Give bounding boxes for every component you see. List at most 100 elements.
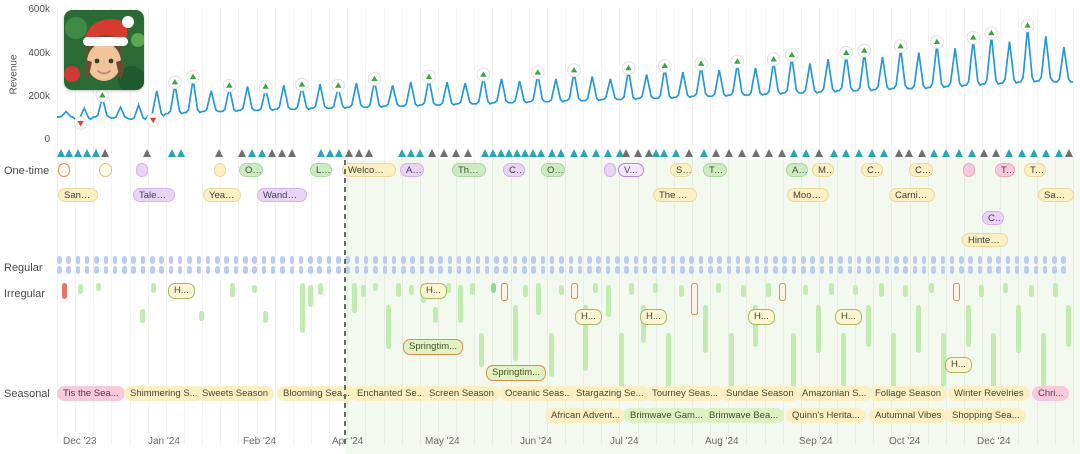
event-marker-icon[interactable] xyxy=(992,149,1000,157)
one-time-event-pill[interactable]: The ... xyxy=(452,163,486,177)
event-marker-icon[interactable] xyxy=(815,149,823,157)
event-marker-icon[interactable] xyxy=(398,149,406,157)
one-time-event-pill[interactable] xyxy=(214,163,226,177)
event-marker-icon[interactable] xyxy=(497,149,505,157)
irregular-event-bar[interactable] xyxy=(916,305,921,353)
event-marker-icon[interactable] xyxy=(1055,149,1063,157)
irregular-event-bar[interactable] xyxy=(78,284,83,294)
irregular-event-bar[interactable] xyxy=(903,285,908,297)
irregular-event-bar[interactable] xyxy=(62,283,67,299)
event-marker-icon[interactable] xyxy=(660,149,668,157)
irregular-event-bar[interactable] xyxy=(629,283,634,295)
event-marker-icon[interactable] xyxy=(672,149,680,157)
one-time-event-pill[interactable]: Year ... xyxy=(203,188,241,202)
irregular-event-bar[interactable] xyxy=(1041,333,1046,397)
event-marker-icon[interactable] xyxy=(725,149,733,157)
event-marker-icon[interactable] xyxy=(580,149,588,157)
irregular-event-badge[interactable]: H... xyxy=(575,309,602,325)
one-time-event-pill[interactable]: C... xyxy=(982,211,1004,225)
seasonal-event-badge[interactable]: Shopping Sea... xyxy=(946,408,1026,423)
event-marker-icon[interactable] xyxy=(855,149,863,157)
one-time-event-pill[interactable]: Santa... xyxy=(58,188,98,202)
seasonal-event-badge[interactable]: Sundae Season xyxy=(720,386,800,401)
irregular-event-bar[interactable] xyxy=(703,305,708,353)
irregular-event-bar[interactable] xyxy=(361,285,366,297)
irregular-event-bar[interactable] xyxy=(606,285,611,317)
irregular-event-bar[interactable] xyxy=(619,333,624,389)
irregular-event-bar[interactable] xyxy=(729,333,734,391)
event-marker-icon[interactable] xyxy=(802,149,810,157)
event-marker-icon[interactable] xyxy=(248,149,256,157)
irregular-event-bar[interactable] xyxy=(1003,283,1008,293)
event-marker-icon[interactable] xyxy=(101,149,109,157)
one-time-event-pill[interactable]: Welcome ... xyxy=(342,163,396,177)
irregular-event-bar[interactable] xyxy=(140,309,145,323)
one-time-event-pill[interactable]: Tales... xyxy=(133,188,175,202)
irregular-event-badge[interactable]: H... xyxy=(945,357,972,373)
irregular-event-bar[interactable] xyxy=(653,283,658,293)
one-time-event-pill[interactable]: The Bri... xyxy=(653,188,697,202)
irregular-event-bar[interactable] xyxy=(741,285,746,297)
event-marker-icon[interactable] xyxy=(288,149,296,157)
event-marker-icon[interactable] xyxy=(652,149,660,157)
irregular-event-bar[interactable] xyxy=(252,285,257,293)
seasonal-event-badge[interactable]: Tis the Sea... xyxy=(57,386,125,401)
seasonal-event-badge[interactable]: Amazonian S... xyxy=(796,386,873,401)
one-time-event-pill[interactable]: Moon ... xyxy=(787,188,829,202)
irregular-event-bar[interactable] xyxy=(559,285,564,295)
event-marker-icon[interactable] xyxy=(513,149,521,157)
event-marker-icon[interactable] xyxy=(868,149,876,157)
seasonal-event-badge[interactable]: Brimwave Gam... xyxy=(624,408,709,423)
irregular-event-bar[interactable] xyxy=(571,283,578,299)
event-marker-icon[interactable] xyxy=(489,149,497,157)
seasonal-event-badge[interactable]: Brimwave Bea... xyxy=(703,408,785,423)
event-marker-icon[interactable] xyxy=(895,149,903,157)
event-marker-icon[interactable] xyxy=(258,149,266,157)
one-time-event-pill[interactable]: O... xyxy=(239,163,263,177)
event-marker-icon[interactable] xyxy=(942,149,950,157)
irregular-event-bar[interactable] xyxy=(841,333,846,387)
irregular-event-bar[interactable] xyxy=(593,283,598,293)
irregular-event-bar[interactable] xyxy=(583,305,588,371)
irregular-event-badge[interactable]: H... xyxy=(748,309,775,325)
irregular-event-bar[interactable] xyxy=(1066,305,1071,347)
event-marker-icon[interactable] xyxy=(616,149,624,157)
event-marker-icon[interactable] xyxy=(529,149,537,157)
seasonal-event-badge[interactable]: Blooming Sea... xyxy=(277,386,357,401)
event-marker-icon[interactable] xyxy=(143,149,151,157)
event-marker-icon[interactable] xyxy=(521,149,529,157)
event-marker-icon[interactable] xyxy=(557,149,565,157)
one-time-event-pill[interactable] xyxy=(136,163,148,177)
event-marker-icon[interactable] xyxy=(1005,149,1013,157)
event-marker-icon[interactable] xyxy=(1030,149,1038,157)
irregular-event-bar[interactable] xyxy=(433,307,438,323)
irregular-event-bar[interactable] xyxy=(829,283,834,295)
irregular-event-bar[interactable] xyxy=(1053,283,1058,297)
event-marker-icon[interactable] xyxy=(505,149,513,157)
irregular-event-bar[interactable] xyxy=(1016,305,1021,353)
event-marker-icon[interactable] xyxy=(92,149,100,157)
event-marker-icon[interactable] xyxy=(355,149,363,157)
irregular-event-bar[interactable] xyxy=(853,285,858,295)
irregular-event-bar[interactable] xyxy=(151,283,156,293)
seasonal-event-badge[interactable]: Enchanted Se... xyxy=(351,386,431,401)
event-marker-icon[interactable] xyxy=(968,149,976,157)
irregular-event-bar[interactable] xyxy=(536,283,541,315)
event-marker-icon[interactable] xyxy=(428,149,436,157)
event-marker-icon[interactable] xyxy=(880,149,888,157)
avatar[interactable] xyxy=(64,10,144,90)
one-time-event-pill[interactable]: C... xyxy=(503,163,525,177)
event-marker-icon[interactable] xyxy=(83,149,91,157)
irregular-event-bar[interactable] xyxy=(446,283,451,293)
irregular-event-bar[interactable] xyxy=(373,283,378,291)
irregular-event-bar[interactable] xyxy=(96,283,101,291)
event-marker-icon[interactable] xyxy=(326,149,334,157)
event-marker-icon[interactable] xyxy=(955,149,963,157)
irregular-event-bar[interactable] xyxy=(199,311,204,321)
event-marker-icon[interactable] xyxy=(74,149,82,157)
event-marker-icon[interactable] xyxy=(980,149,988,157)
one-time-event-pill[interactable] xyxy=(963,163,975,177)
event-marker-icon[interactable] xyxy=(548,149,556,157)
event-marker-icon[interactable] xyxy=(335,149,343,157)
seasonal-event-badge[interactable]: Sweets Season xyxy=(196,386,275,401)
